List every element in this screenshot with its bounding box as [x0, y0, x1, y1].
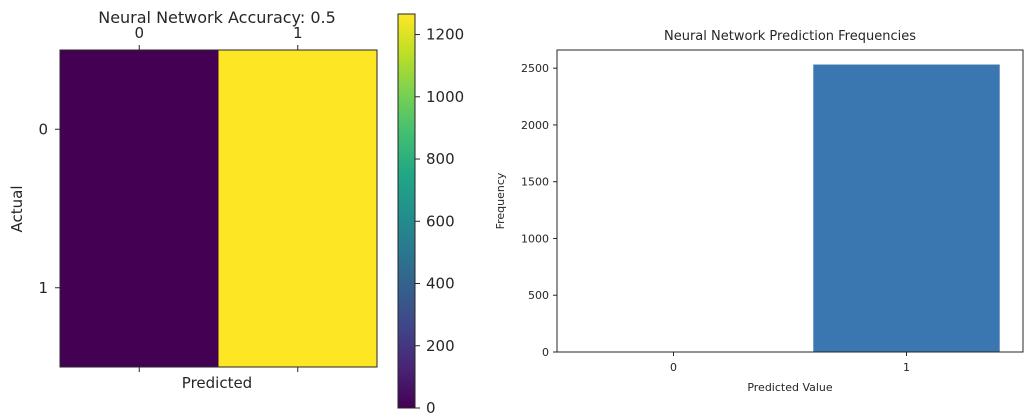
bar-y-tick-label: 2500	[521, 62, 549, 75]
frequency-bar	[813, 64, 1000, 352]
heatmap-cell	[60, 50, 219, 209]
colorbar-tick-label: 400	[426, 275, 455, 293]
heatmap-title: Neural Network Accuracy: 0.5	[98, 8, 336, 27]
bar-chart-title: Neural Network Prediction Frequencies	[664, 29, 916, 44]
bar-plot-frame	[556, 49, 1024, 353]
bar-y-tick-label: 1000	[521, 232, 549, 245]
heatmap-x-tick-label: 0	[134, 24, 144, 42]
colorbar-frame	[397, 13, 416, 409]
bar-y-tick-label: 2000	[521, 119, 549, 132]
heatmap-frame	[59, 49, 378, 368]
heatmap-cell	[60, 208, 219, 368]
colorbar: 0 200 400 600 800 1000 1200	[397, 13, 464, 417]
bar-y-tick-label: 1500	[521, 176, 549, 189]
bar-xlabel: Predicted Value	[747, 381, 833, 394]
colorbar-tick-label: 1000	[426, 88, 464, 106]
bar-ylabel: Frequency	[494, 172, 507, 229]
colorbar-tick-label: 800	[426, 150, 455, 168]
colorbar-tick-label: 0	[426, 399, 436, 417]
bar-y-tick-label: 0	[542, 346, 549, 359]
heatmap-cell	[218, 50, 378, 209]
heatmap-ylabel: Actual	[8, 186, 26, 233]
heatmap-xlabel: Predicted	[182, 374, 252, 392]
colorbar-gradient	[398, 14, 415, 408]
bar-y-tick-label: 500	[528, 289, 549, 302]
heatmap-y-tick-label: 0	[38, 120, 48, 138]
colorbar-tick-label: 1200	[426, 26, 464, 44]
prediction-frequency-chart: Neural Network Prediction Frequencies 0 1…	[494, 29, 1024, 394]
heatmap-cell	[218, 208, 378, 368]
heatmap-x-tick-label: 1	[293, 24, 303, 42]
bar-x-tick-label: 0	[670, 361, 677, 374]
bar-x-tick-label: 1	[903, 361, 910, 374]
heatmap-y-tick-label: 1	[38, 279, 48, 297]
colorbar-tick-label: 200	[426, 337, 455, 355]
confusion-matrix-chart: Neural Network Accuracy: 0.5 0 1 0 1 Predi…	[8, 8, 378, 392]
colorbar-tick-label: 600	[426, 212, 455, 230]
